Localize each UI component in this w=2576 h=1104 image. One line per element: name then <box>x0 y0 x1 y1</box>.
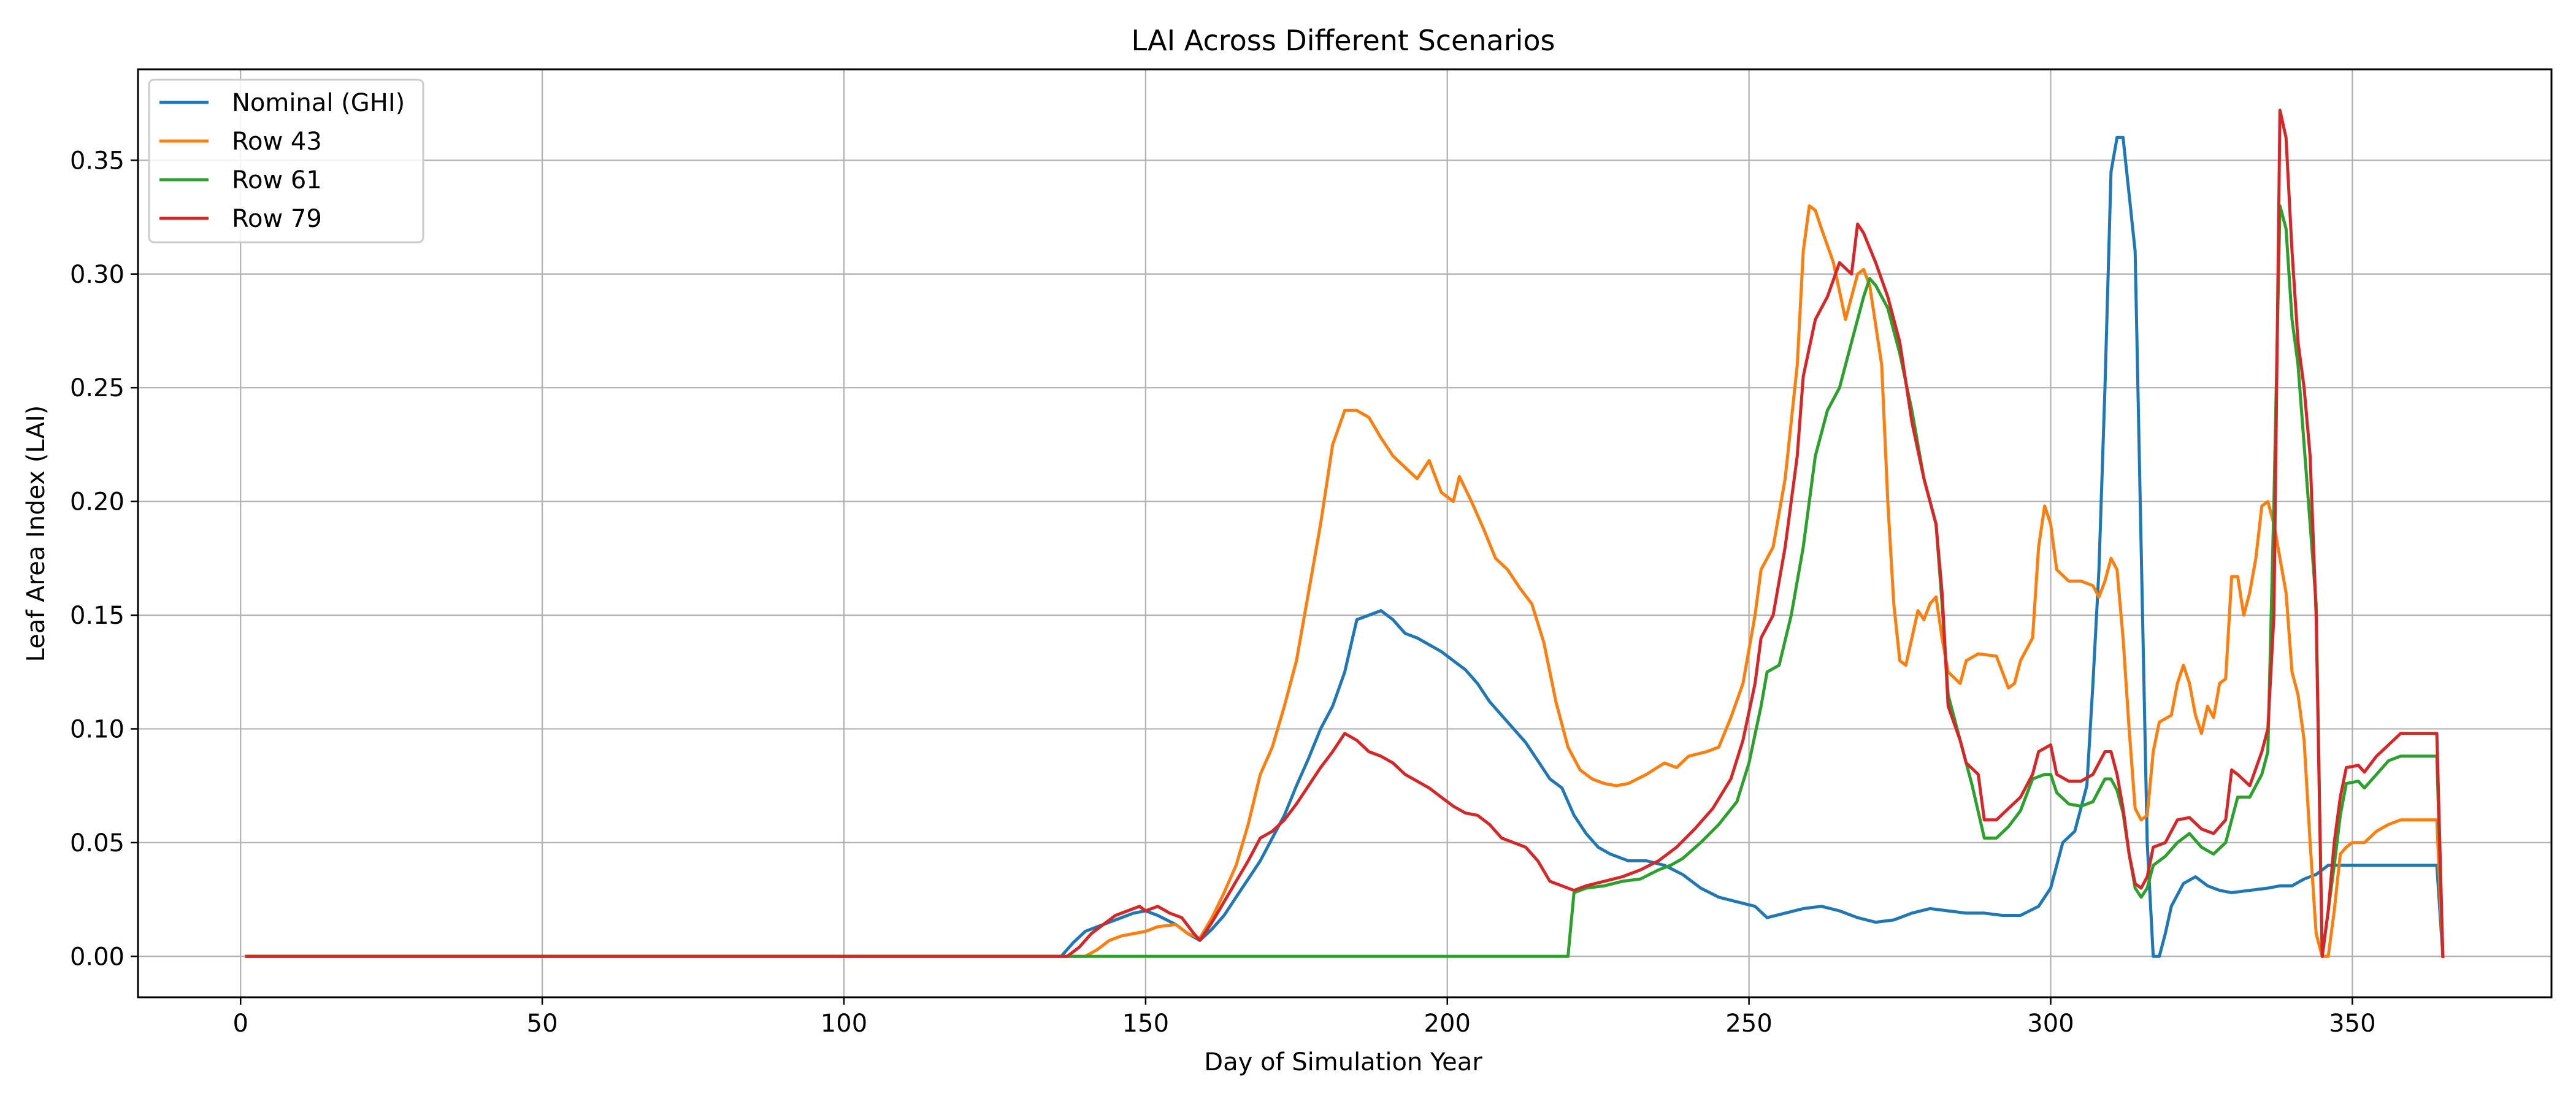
legend-label: Row 79 <box>232 205 322 233</box>
y-tick-label: 0.35 <box>70 147 125 175</box>
x-axis-label: Day of Simulation Year <box>1204 1048 1482 1076</box>
series-line-row-61 <box>245 204 2445 958</box>
legend-label: Nominal (GHI) <box>232 89 405 117</box>
y-tick-label: 0.25 <box>70 374 125 402</box>
y-tick-label: 0.10 <box>70 715 125 743</box>
y-axis-ticks: 0.00 0.05 0.10 0.15 0.20 0.25 0.30 0.35 <box>70 147 138 971</box>
x-tick-label: 100 <box>821 1010 867 1038</box>
legend-label: Row 61 <box>232 166 322 194</box>
x-tick-label: 300 <box>2027 1010 2074 1038</box>
x-tick-label: 350 <box>2329 1010 2375 1038</box>
y-axis-label: Leaf Area Index (LAI) <box>22 405 50 662</box>
plot-area-frame <box>137 68 2553 999</box>
x-tick-label: 50 <box>527 1010 558 1038</box>
x-tick-label: 200 <box>1424 1010 1471 1038</box>
series-line-nominal-ghi <box>245 136 2445 958</box>
y-tick-label: 0.00 <box>70 943 125 971</box>
x-axis-ticks: 0 50 100 150 200 250 300 350 <box>233 997 2376 1038</box>
series-line-row-79 <box>245 109 2445 958</box>
y-tick-label: 0.05 <box>70 829 125 857</box>
legend-box <box>148 79 424 243</box>
x-tick-label: 250 <box>1725 1010 1772 1038</box>
y-tick-label: 0.30 <box>70 261 125 289</box>
series-line-row-43 <box>245 204 2445 958</box>
x-tick-label: 150 <box>1122 1010 1169 1038</box>
chart-title: LAI Across Different Scenarios <box>1131 24 1555 57</box>
y-tick-label: 0.15 <box>70 602 125 630</box>
y-tick-label: 0.20 <box>70 488 125 516</box>
series-lines <box>245 109 2445 958</box>
x-tick-label: 0 <box>233 1010 248 1038</box>
legend: Nominal (GHI) Row 43 Row 61 Row 79 <box>148 79 424 243</box>
legend-label: Row 43 <box>232 128 322 156</box>
